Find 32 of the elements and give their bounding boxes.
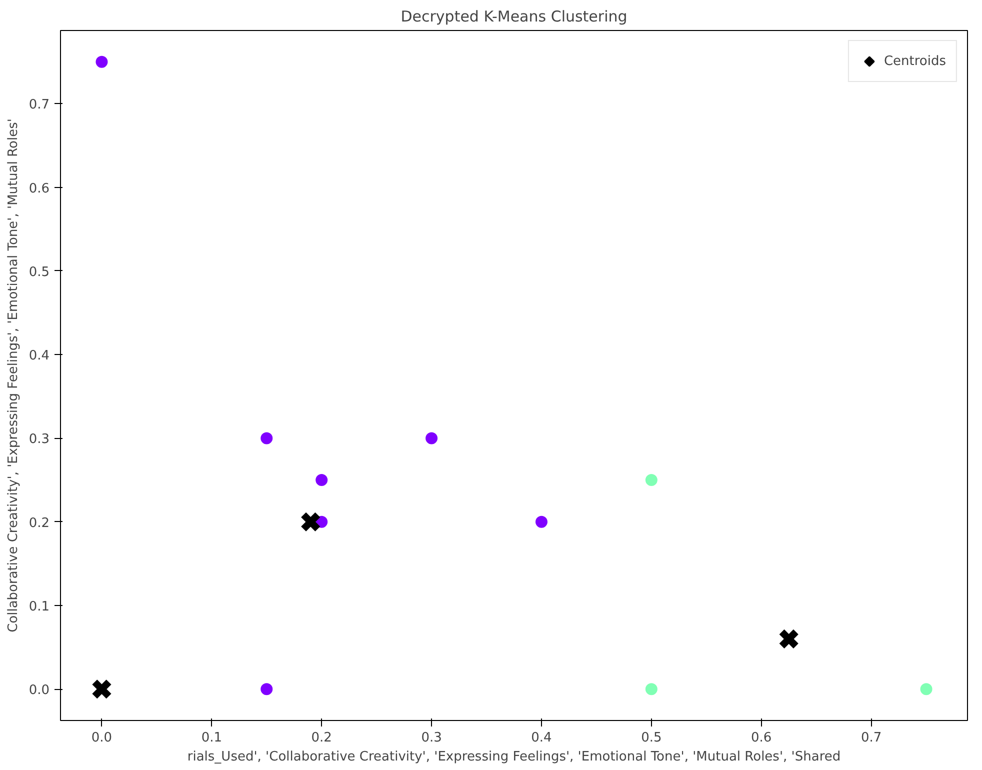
x-tick-label: 0.6: [751, 730, 772, 746]
x-tick-label: 0.1: [201, 730, 222, 746]
x-tick-label: 0.4: [531, 730, 552, 746]
point: [645, 683, 658, 696]
point: [426, 432, 438, 444]
point: [778, 628, 800, 650]
y-tick-label: 0.1: [28, 600, 50, 614]
point: [645, 474, 658, 486]
x-tick-label: 0.3: [421, 730, 442, 746]
point: [920, 683, 932, 696]
x-tick-label: 0.2: [311, 730, 332, 746]
x-tick-label: 0.5: [641, 730, 662, 746]
y-tick-label: 0.6: [28, 181, 50, 196]
point: [91, 678, 112, 700]
y-tick-label: 0.5: [28, 264, 50, 280]
x-tick-label: 0.0: [91, 730, 112, 746]
chart-title: Decrypted K-Means Clustering: [400, 8, 628, 26]
point: [300, 511, 322, 532]
y-tick-label: 0.2: [28, 516, 50, 531]
y-tick-label: 0.0: [28, 683, 50, 698]
y-axis-title: Collaborative Creativity', 'Expressing Feelings', 'Emotional Tone', 'Mutual Roles': [6, 118, 21, 632]
point: [316, 474, 328, 486]
y-tick-label: 0.4: [28, 348, 50, 364]
x-tick-label: 0.7: [860, 730, 882, 746]
point: [96, 56, 108, 68]
legend-label: Centroids: [884, 54, 946, 68]
point: [260, 432, 273, 444]
y-tick-label: 0.3: [28, 432, 50, 448]
point: [535, 516, 548, 528]
point: [260, 683, 273, 696]
x-axis-title: rials_Used', 'Collaborative Creativity', 'Expressing Feelings', 'Emotional Tone', 'Mutual Roles', 'Shared: [187, 750, 841, 764]
y-tick-label: 0.7: [28, 98, 50, 113]
